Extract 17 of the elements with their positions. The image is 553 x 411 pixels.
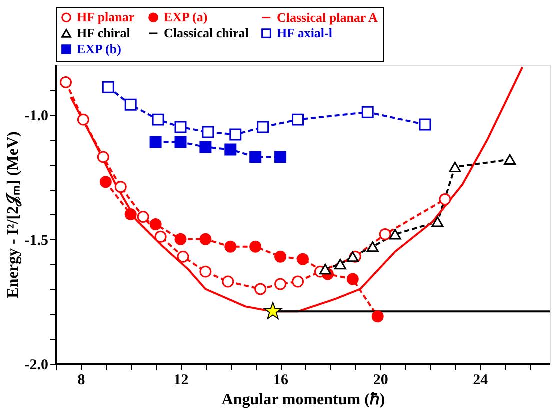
y-tick-label: -1.0 <box>24 108 48 124</box>
y-tick-label: -2.0 <box>24 358 48 374</box>
legend-label: EXP (a) <box>164 10 208 25</box>
y-tick-label: -1.5 <box>24 232 48 249</box>
legend-label: HF planar <box>77 10 135 25</box>
legend-label: EXP (b) <box>77 42 122 56</box>
legend-label: HF chiral <box>77 26 131 40</box>
legend-label: Classical planar A <box>277 10 378 25</box>
x-tick-label: 20 <box>373 372 388 388</box>
legend-label: Classical chiral <box>164 26 250 40</box>
x-tick-label: 16 <box>274 372 290 388</box>
x-axis-title: Angular momentum (ℏ) <box>222 392 386 408</box>
legend-label: HF axial-l <box>277 26 333 40</box>
x-tick-label: 8 <box>78 372 86 388</box>
x-tick-label: 12 <box>174 372 189 388</box>
y-axis-title: Energy - I²/[2𝒥ₘ] (MeV) <box>4 132 23 298</box>
x-tick-label: 24 <box>473 372 489 388</box>
